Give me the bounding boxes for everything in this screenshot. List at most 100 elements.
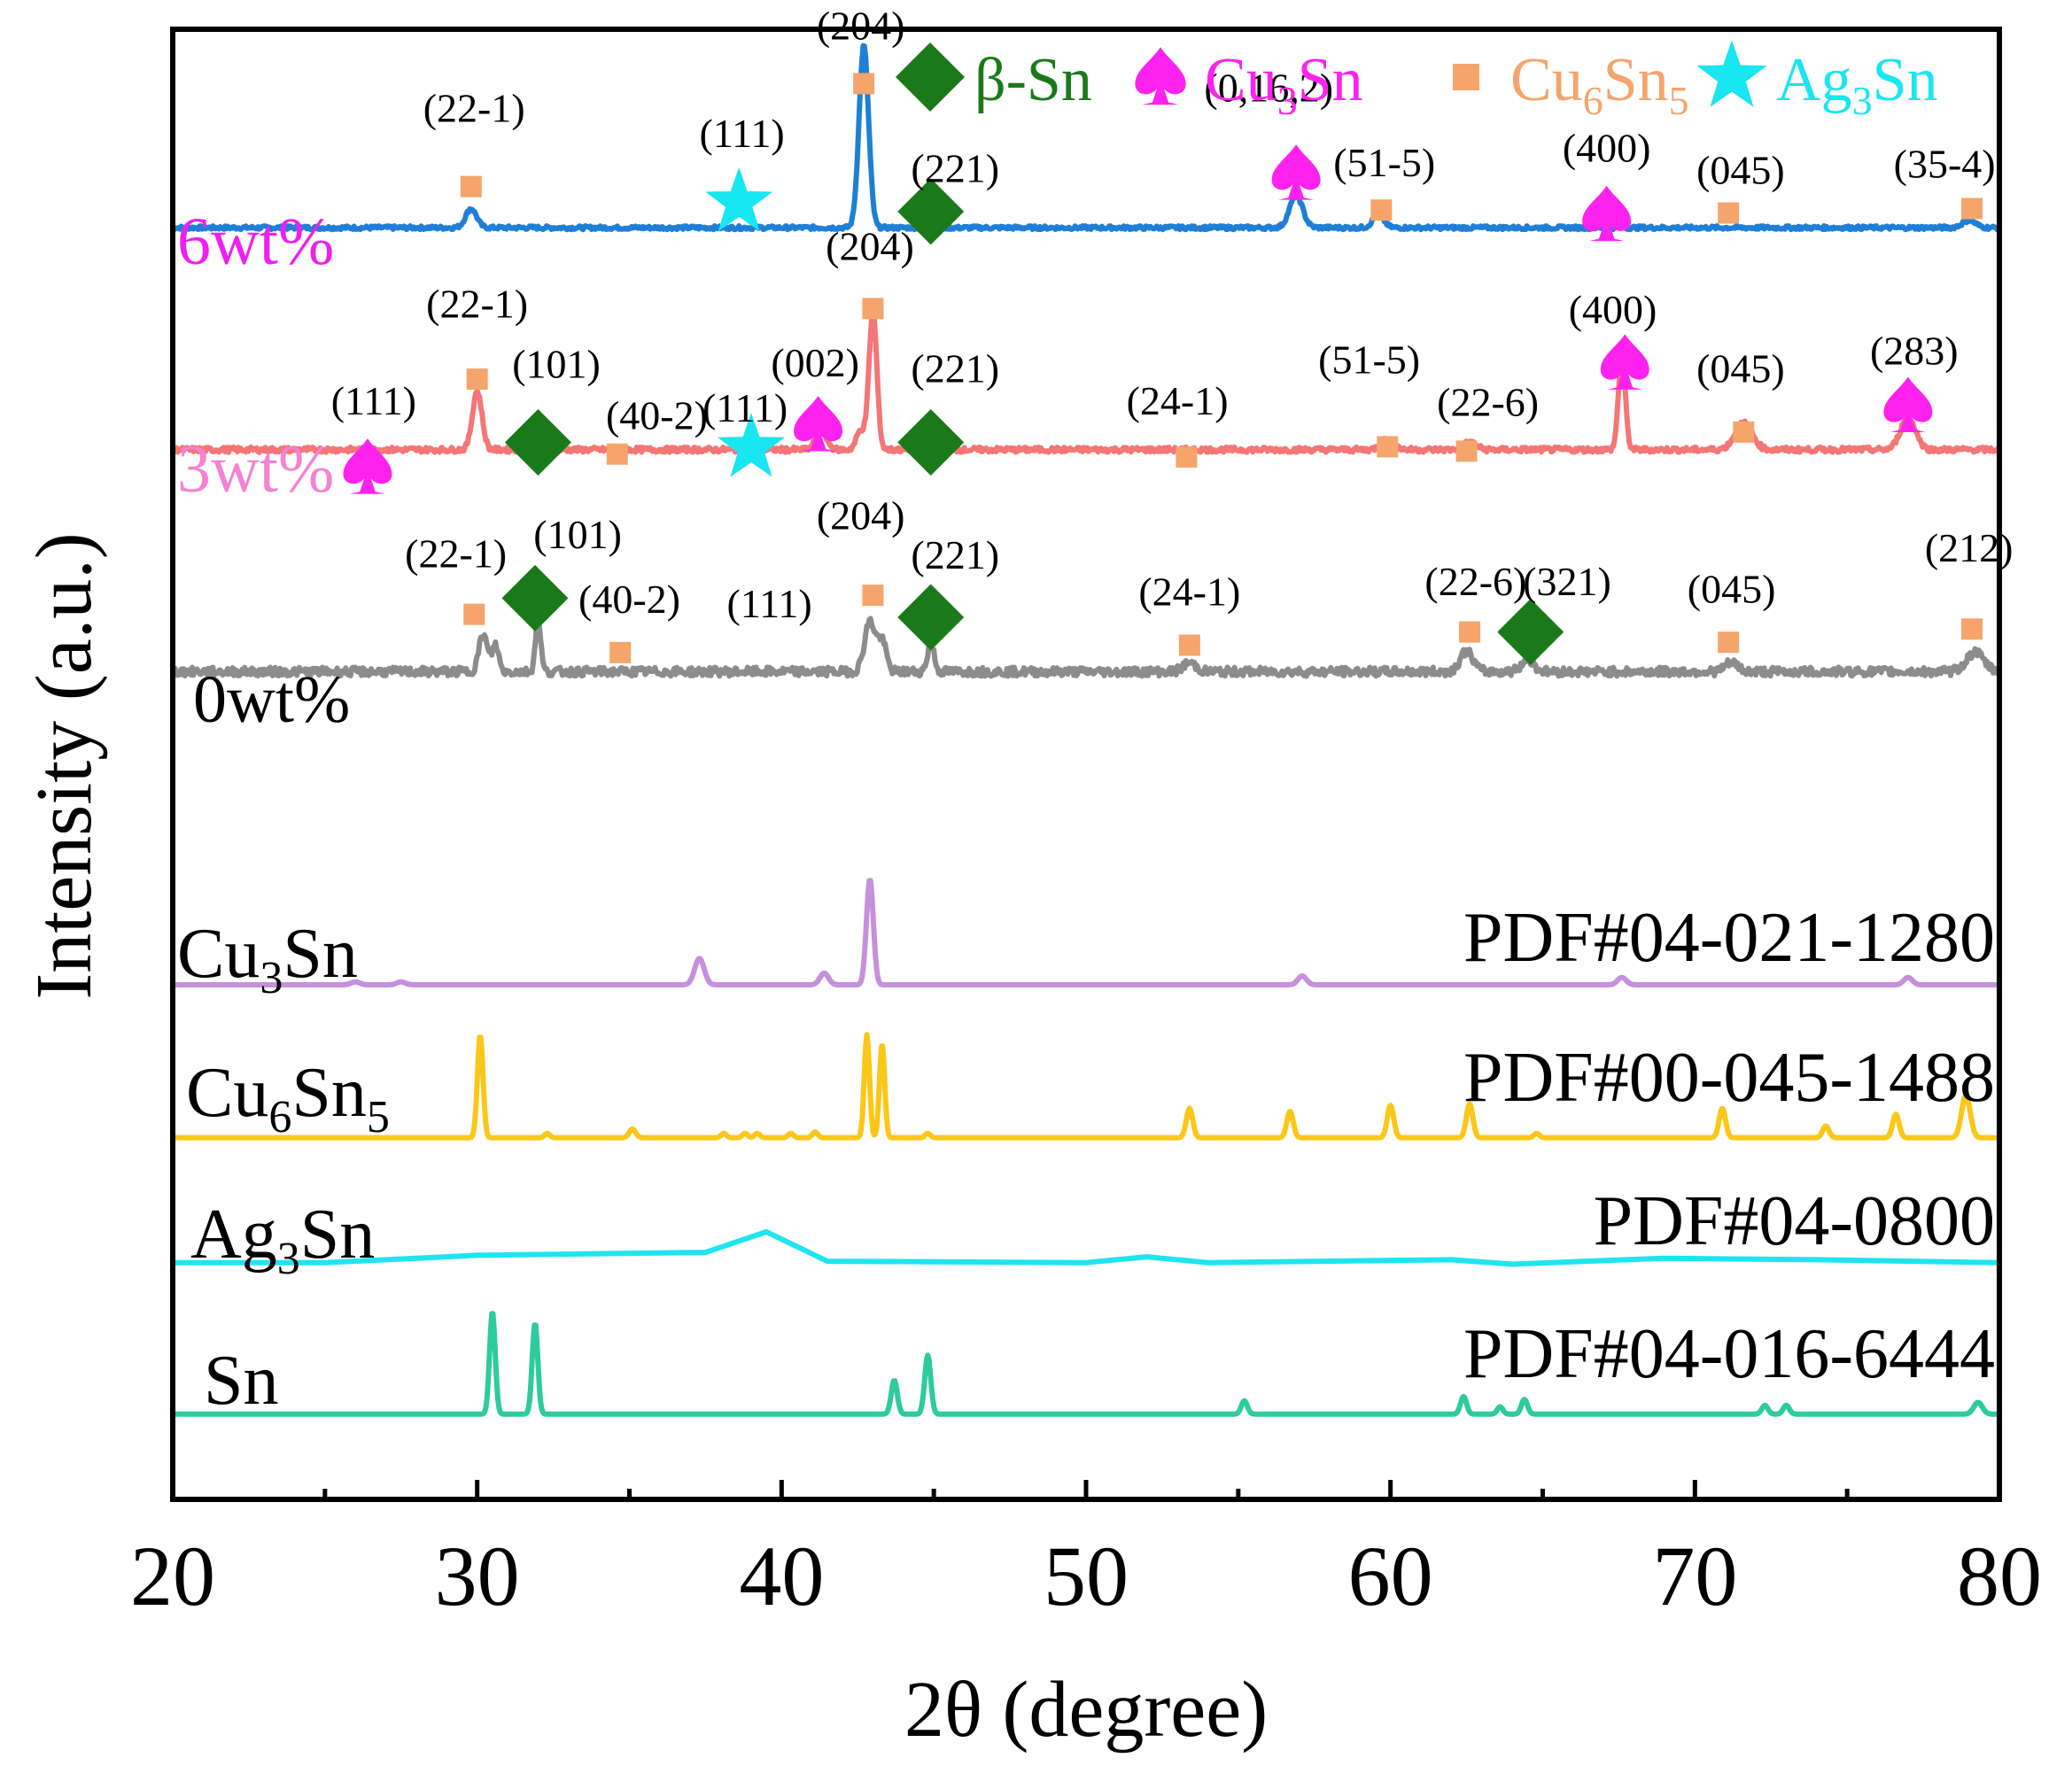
phase-marker-spade xyxy=(343,438,392,494)
legend-label: β-Sn xyxy=(974,46,1092,114)
series-label-3wtpct: 3wt% xyxy=(177,432,334,507)
peak-annotation: (045) xyxy=(1688,566,1776,611)
peak-annotation: (221) xyxy=(911,146,999,191)
peak-annotation: (111) xyxy=(702,385,788,430)
peak-annotation: (111) xyxy=(331,378,416,423)
legend-marker-diamond xyxy=(896,43,965,112)
x-tick-label: 60 xyxy=(1348,1529,1433,1623)
phase-marker-square xyxy=(1459,621,1481,643)
phase-marker-square xyxy=(1961,197,1983,220)
series-line-Cu3Sn xyxy=(171,878,2001,987)
reference-label-Cu6Sn5: Cu6Sn5 xyxy=(186,1054,390,1142)
reference-pdf-Cu3Sn: PDF#04-021-1280 xyxy=(1463,899,1995,977)
legend-item: β-Sn xyxy=(896,43,1092,114)
phase-marker-diamond xyxy=(897,408,965,476)
peak-annotation: (101) xyxy=(533,512,622,557)
plot-frame xyxy=(170,27,2002,1502)
legend-label: Ag3Sn xyxy=(1776,46,1938,123)
x-axis-title: 2θ (degree) xyxy=(904,1666,1268,1754)
phase-marker-diamond xyxy=(897,584,965,651)
x-tick-label: 40 xyxy=(739,1529,824,1623)
peak-annotation: (24-1) xyxy=(1127,378,1229,423)
phase-marker-square xyxy=(606,443,628,465)
phase-marker-square xyxy=(862,585,884,607)
peak-annotation: (400) xyxy=(1569,287,1657,332)
phase-marker-square xyxy=(1178,634,1200,656)
phase-marker-star xyxy=(705,166,773,232)
legend-label: Cu6Sn5 xyxy=(1510,46,1689,123)
phase-marker-square xyxy=(1455,440,1478,462)
phase-marker-square xyxy=(1370,199,1393,221)
phase-marker-square xyxy=(862,298,884,320)
peak-annotation: (002) xyxy=(771,340,859,385)
reference-label-Cu3Sn: Cu3Sn xyxy=(177,915,358,1003)
x-tick-label: 80 xyxy=(1957,1529,2042,1623)
reference-label-Ag3Sn: Ag3Sn xyxy=(190,1196,375,1284)
phase-marker-square xyxy=(1718,202,1740,224)
peak-annotation: (045) xyxy=(1696,345,1785,391)
peak-annotation: (221) xyxy=(911,345,999,391)
series-label-0wtpct: 0wt% xyxy=(193,662,350,737)
peak-annotation: (35-4) xyxy=(1894,142,1996,187)
phase-marker-square xyxy=(1733,421,1755,443)
phase-marker-square xyxy=(1718,631,1740,654)
x-tick-label: 30 xyxy=(435,1529,520,1623)
annotation-layer: (22-1)(111)(204)(221)(0,16,2)(51-5) (400)… xyxy=(331,4,2014,626)
x-tick-label: 20 xyxy=(130,1529,215,1623)
phase-marker-diamond xyxy=(897,178,965,245)
peak-annotation: (22-6) xyxy=(1424,559,1526,604)
legend-item: Ag3Sn xyxy=(1696,40,1938,123)
phase-marker-diamond xyxy=(1497,599,1564,666)
peak-annotation: (204) xyxy=(817,4,905,49)
phase-marker-square xyxy=(1961,618,1983,640)
series-line-Ag3Sn xyxy=(173,1228,2000,1267)
phase-marker-square xyxy=(1377,436,1399,458)
series-line-Sn xyxy=(171,1311,2001,1417)
legend: β-Sn Cu3Sn Cu6Sn5 Ag3Sn xyxy=(896,40,1938,123)
reference-pdf-Ag3Sn: PDF#04-0800 xyxy=(1594,1182,1995,1260)
phase-marker-spade xyxy=(1582,185,1632,242)
x-axis: 20 30 40 50 60 70 80 xyxy=(130,1480,2042,1623)
series-line-3wtpct xyxy=(171,307,2001,455)
phase-marker-spade xyxy=(1883,376,1933,432)
peak-annotation: (51-5) xyxy=(1318,337,1420,382)
peak-annotation: (111) xyxy=(700,111,785,156)
phase-marker-square xyxy=(853,73,875,95)
series-line-6wtpct xyxy=(171,43,2002,233)
legend-item: Cu6Sn5 xyxy=(1453,46,1689,123)
x-tick-label: 70 xyxy=(1652,1529,1737,1623)
peak-annotation: (22-1) xyxy=(405,531,507,577)
phase-marker-square xyxy=(1176,446,1198,468)
peak-annotation: (045) xyxy=(1696,147,1785,192)
reference-pdf-Sn: PDF#04-016-6444 xyxy=(1463,1315,1995,1393)
peak-annotation: (400) xyxy=(1563,125,1651,170)
peak-annotation: (22-1) xyxy=(423,86,525,131)
series-layer xyxy=(170,43,2002,1417)
peak-annotation: (0,16,2) xyxy=(1204,65,1333,110)
series-label-6wtpct: 6wt% xyxy=(177,205,334,279)
marker-layer xyxy=(343,73,1983,666)
peak-annotation: (24-1) xyxy=(1138,569,1240,615)
phase-marker-square xyxy=(466,368,488,391)
reference-label-Sn: Sn xyxy=(204,1342,279,1420)
phase-marker-diamond xyxy=(504,408,571,476)
x-tick-label: 50 xyxy=(1044,1529,1129,1623)
y-axis-title: Intensity (a.u.) xyxy=(20,532,108,999)
peak-annotation: (111) xyxy=(726,581,811,626)
phase-marker-square xyxy=(609,641,632,663)
peak-annotation: (204) xyxy=(817,492,905,538)
phase-marker-spade xyxy=(1600,334,1649,390)
reference-pdf-Cu6Sn5: PDF#00-045-1488 xyxy=(1463,1039,1995,1117)
peak-annotation: (51-5) xyxy=(1333,140,1435,185)
peak-annotation: (321) xyxy=(1523,559,1611,604)
peak-annotation: (22-1) xyxy=(426,281,528,326)
series-label-layer: 6wt% 3wt% 0wt% Cu3Sn PDF#04-021-1280 Cu6Sn5 PD… xyxy=(177,205,1995,1420)
phase-marker-star xyxy=(717,413,785,477)
legend-item: Cu3Sn xyxy=(1135,46,1363,123)
legend-label: Cu3Sn xyxy=(1205,46,1363,123)
peak-annotation: (204) xyxy=(826,224,914,269)
legend-marker-star xyxy=(1696,40,1767,107)
phase-marker-square xyxy=(460,175,482,197)
series-line-Cu6Sn5 xyxy=(171,1032,2001,1141)
